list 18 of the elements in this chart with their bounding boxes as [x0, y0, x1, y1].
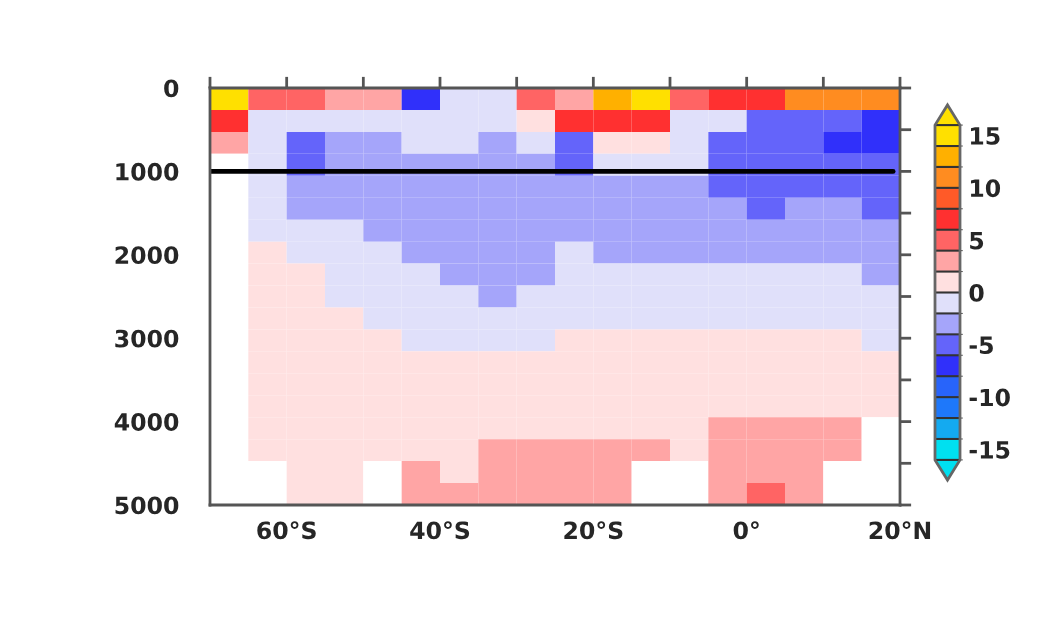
color-bar-label: 15	[971, 127, 1000, 145]
y-tick-label: 3000	[115, 329, 179, 348]
x-tick-label: 40°S	[410, 521, 470, 540]
x-tick-label: 0°	[733, 521, 759, 540]
color-bar-label: 5	[970, 231, 984, 250]
x-tick-label: 20°N	[869, 521, 931, 540]
y-tick-label: 5000	[115, 496, 179, 515]
y-tick-label: 1000	[116, 162, 179, 181]
y-tick-label: 4000	[114, 413, 179, 431]
y-tick-label: 2000	[115, 246, 179, 265]
color-bar-label: -10	[969, 388, 1010, 407]
x-tick-label: 20°S	[564, 521, 623, 540]
y-tick-label: 0	[164, 79, 179, 98]
color-bar-label: -5	[969, 336, 993, 355]
color-bar-label: 0	[969, 283, 984, 302]
color-bar-label: -15	[969, 441, 1010, 459]
x-tick-label: 60°S	[257, 521, 316, 540]
color-bar-label: 10	[971, 179, 1001, 198]
